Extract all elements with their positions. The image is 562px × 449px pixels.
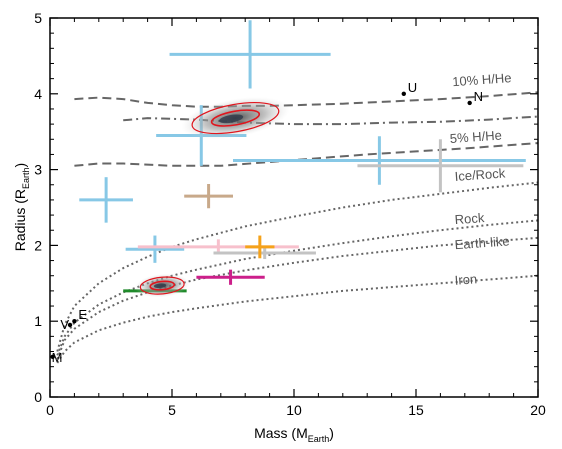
y-tick-label: 5 <box>34 10 42 26</box>
planet-point-4 <box>125 235 185 263</box>
contour-core <box>153 283 167 289</box>
planet-point-3 <box>79 177 133 223</box>
contour-outer <box>191 102 280 135</box>
planet-label: M <box>52 350 63 365</box>
model-curve-6 <box>56 274 538 364</box>
planet-point-10 <box>196 269 265 285</box>
planet-marker <box>467 100 472 106</box>
planet-marker <box>67 322 73 328</box>
x-tick-label: 10 <box>286 402 302 418</box>
x-tick-label: 20 <box>530 402 546 418</box>
y-tick-label: 2 <box>34 237 42 253</box>
planet-point-0 <box>169 20 331 89</box>
y-tick-label: 1 <box>34 313 42 329</box>
x-tick-label: 15 <box>408 402 424 418</box>
planet-marker <box>50 354 55 360</box>
model-curve-label: Earth-like <box>454 233 510 252</box>
model-curve-label: 10% H/He <box>452 70 512 89</box>
planet-point-9 <box>245 235 275 259</box>
planet-marker <box>72 319 77 324</box>
contour-outer <box>139 276 185 295</box>
planet-label: V <box>60 317 69 332</box>
solar-system-planet-N: N <box>467 89 483 106</box>
planet-label: U <box>408 80 417 95</box>
model-curve-2 <box>74 142 538 167</box>
contour-core <box>218 114 244 124</box>
planet-point-8 <box>213 246 316 260</box>
planet-label: N <box>474 89 483 104</box>
contour-inner <box>210 109 261 127</box>
planet-marker <box>401 91 406 97</box>
solar-system-planet-M: M <box>50 350 63 365</box>
solar-system-planet-V: V <box>60 317 73 332</box>
x-tick-label: 5 <box>168 402 176 418</box>
model-curve-label: Iron <box>454 271 477 288</box>
y-tick-label: 4 <box>34 86 42 102</box>
x-axis-title: Mass (MEarth) <box>254 425 334 444</box>
posterior-contour-1 <box>134 273 190 298</box>
model-curve-5 <box>56 236 538 360</box>
model-curve-4 <box>56 219 538 356</box>
solar-system-planet-U: U <box>401 80 417 97</box>
x-tick-label: 0 <box>46 402 54 418</box>
model-curve-label: 5% H/He <box>449 127 502 146</box>
contour-inner <box>149 280 176 291</box>
planet-point-6 <box>357 139 524 193</box>
planet-point-5 <box>184 184 233 209</box>
planet-label: E <box>78 307 87 322</box>
solar-system-planet-E: E <box>72 307 87 324</box>
posterior-contour-0 <box>181 96 290 140</box>
y-axis-title: Radius (REarth) <box>12 163 31 251</box>
y-tick-label: 3 <box>34 162 42 178</box>
model-curve-label: Rock <box>454 210 485 227</box>
model-curve-3 <box>56 181 538 352</box>
model-curve-label: Ice/Rock <box>454 165 506 184</box>
model-curve-1 <box>123 115 538 126</box>
planet-point-2 <box>233 136 526 185</box>
y-tick-label: 0 <box>34 389 42 405</box>
